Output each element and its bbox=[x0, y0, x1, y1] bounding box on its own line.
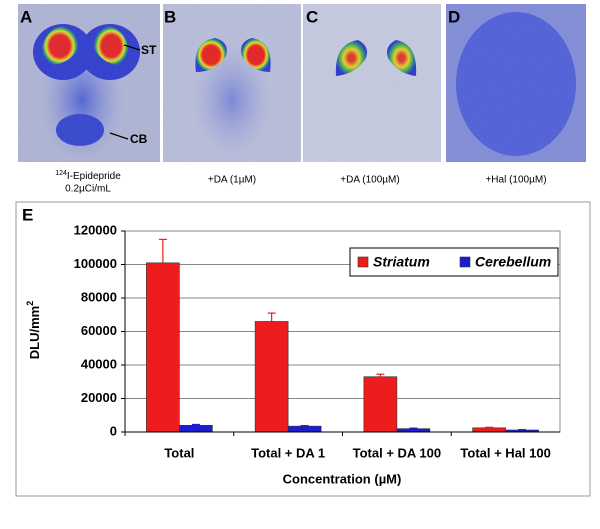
bar bbox=[287, 425, 322, 433]
legend-box bbox=[349, 247, 559, 277]
annotation: ST bbox=[141, 43, 157, 57]
caption: +DA (1µM) bbox=[208, 175, 256, 186]
legend-label: Striatum bbox=[373, 254, 430, 270]
panel-letter: D bbox=[448, 7, 460, 26]
panel-letter: E bbox=[22, 205, 33, 224]
bar bbox=[472, 427, 506, 433]
y-axis-label-sup: 2 bbox=[25, 301, 35, 306]
panel-letter: A bbox=[20, 7, 32, 26]
y-tick-label: 60000 bbox=[81, 323, 117, 338]
caption-sup: 124 bbox=[55, 170, 67, 177]
panel-a-image bbox=[18, 4, 160, 162]
x-axis-label: Concentration (µM) bbox=[283, 471, 402, 486]
y-tick-label: 20000 bbox=[81, 390, 117, 405]
x-tick-label: Total + DA 100 bbox=[353, 445, 442, 460]
y-tick-label: 120000 bbox=[74, 222, 117, 237]
caption: 124I-Epidepride bbox=[55, 170, 121, 182]
y-tick-label: 0 bbox=[110, 423, 117, 438]
y-tick-label: 80000 bbox=[81, 289, 117, 304]
panel-d-image bbox=[446, 4, 586, 162]
x-tick-label: Total + DA 1 bbox=[251, 445, 325, 460]
legend-label: Cerebellum bbox=[475, 254, 551, 270]
caption: +DA (100µM) bbox=[340, 175, 399, 186]
panel-letter: C bbox=[306, 7, 318, 26]
bar-chart: E DLU/mm2 Concentration (µM) 0 20000 40000… bbox=[15, 201, 591, 497]
y-axis-label-text: DLU/mm bbox=[27, 306, 42, 359]
autoradiographs: A B C D ST CB 124I-Epidepride 0.2µCi/mL … bbox=[18, 4, 586, 195]
y-tick-label: 40000 bbox=[81, 356, 117, 371]
panel-c-image bbox=[303, 4, 441, 162]
annotation: CB bbox=[130, 132, 148, 146]
legend-swatch bbox=[357, 256, 369, 268]
x-tick-label: Total bbox=[164, 445, 194, 460]
bar bbox=[396, 428, 431, 433]
panel-letter: B bbox=[164, 7, 176, 26]
y-tick-label: 100000 bbox=[74, 256, 117, 271]
caption: +Hal (100µM) bbox=[485, 175, 546, 186]
legend-swatch bbox=[459, 256, 471, 268]
caption: 0.2µCi/mL bbox=[65, 184, 111, 195]
caption-text: I-Epidepride bbox=[67, 171, 121, 182]
y-axis-label: DLU/mm2 bbox=[25, 301, 42, 359]
bar bbox=[254, 321, 289, 433]
bar bbox=[146, 262, 180, 433]
bar bbox=[179, 424, 213, 433]
panel-b-image bbox=[163, 4, 301, 162]
bar bbox=[363, 376, 398, 433]
x-tick-label: Total + Hal 100 bbox=[460, 445, 550, 460]
